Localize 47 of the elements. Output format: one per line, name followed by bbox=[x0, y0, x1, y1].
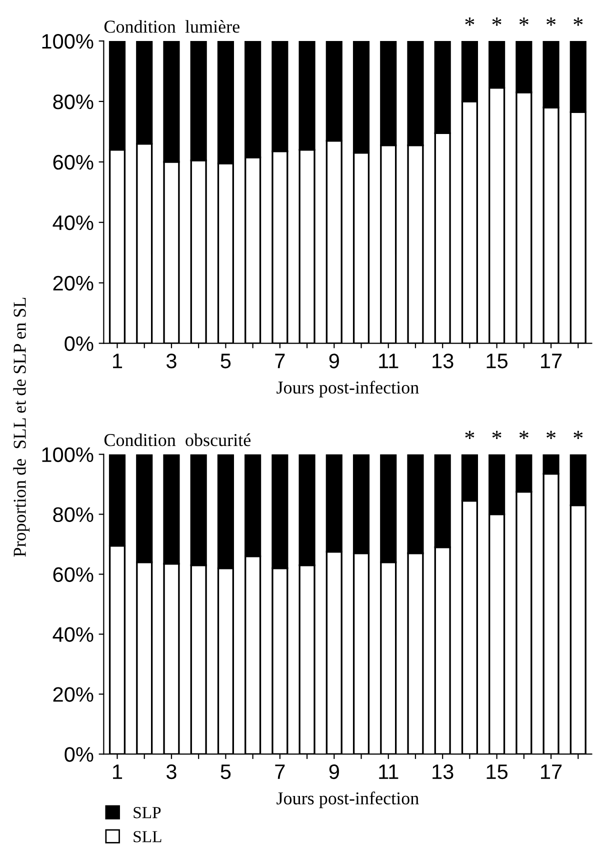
x-tick-label: 5 bbox=[220, 764, 231, 780]
y-tick-label: 60% bbox=[53, 154, 94, 170]
data-label: * bbox=[519, 430, 528, 440]
x-tick-label: 1 bbox=[113, 354, 122, 368]
y-tick-label: 100% bbox=[42, 447, 94, 462]
y-tick-label: 40% bbox=[52, 627, 94, 642]
x-axis-title: Jours post-infection bbox=[276, 380, 419, 398]
x-tick-label: 9 bbox=[329, 764, 339, 780]
data-label: * bbox=[492, 18, 502, 26]
y-tick-label: 80% bbox=[53, 507, 94, 522]
y-axis-title: Proportion de SLL et de SLP en SL bbox=[13, 298, 30, 557]
chart-title: Condition obscurité bbox=[104, 433, 251, 446]
x-tick-label: 11 bbox=[379, 354, 398, 368]
y-tick-label: 80% bbox=[53, 94, 94, 110]
x-tick-label: 17 bbox=[541, 764, 562, 779]
x-tick-label: 15 bbox=[486, 764, 508, 780]
y-tick-label: 20% bbox=[53, 276, 94, 291]
y-tick-label: 20% bbox=[53, 687, 94, 702]
data-label: * bbox=[465, 18, 474, 26]
y-tick-label: 40% bbox=[52, 215, 94, 230]
x-tick-label: 7 bbox=[275, 764, 285, 779]
x-axis-title: Jours post-infection bbox=[276, 792, 419, 808]
legend-label: SLL bbox=[134, 831, 162, 842]
data-label: * bbox=[546, 18, 556, 26]
chart-title: Condition lumière bbox=[104, 20, 240, 33]
data-label: * bbox=[519, 18, 528, 26]
y-tick-label: 100% bbox=[42, 34, 94, 49]
data-label: * bbox=[492, 430, 502, 440]
x-tick-label: 5 bbox=[220, 354, 231, 368]
x-tick-label: 15 bbox=[486, 354, 508, 368]
x-tick-label: 3 bbox=[166, 764, 176, 780]
y-tick-label: 0% bbox=[64, 747, 94, 762]
x-tick-label: 3 bbox=[166, 354, 176, 368]
data-label: * bbox=[574, 18, 583, 26]
data-label: * bbox=[546, 430, 556, 440]
y-tick-label: 0% bbox=[64, 336, 94, 352]
x-tick-label: 7 bbox=[275, 354, 285, 368]
y-tick-label: 60% bbox=[53, 567, 94, 582]
legend-label: SLP bbox=[134, 807, 161, 818]
x-tick-label: 13 bbox=[432, 354, 454, 368]
x-tick-label: 17 bbox=[541, 354, 562, 368]
x-tick-label: 1 bbox=[113, 764, 122, 779]
x-tick-label: 13 bbox=[432, 764, 454, 780]
data-label: * bbox=[465, 430, 474, 440]
x-tick-label: 11 bbox=[379, 764, 398, 779]
x-tick-label: 9 bbox=[329, 354, 339, 368]
data-label: * bbox=[574, 430, 583, 440]
